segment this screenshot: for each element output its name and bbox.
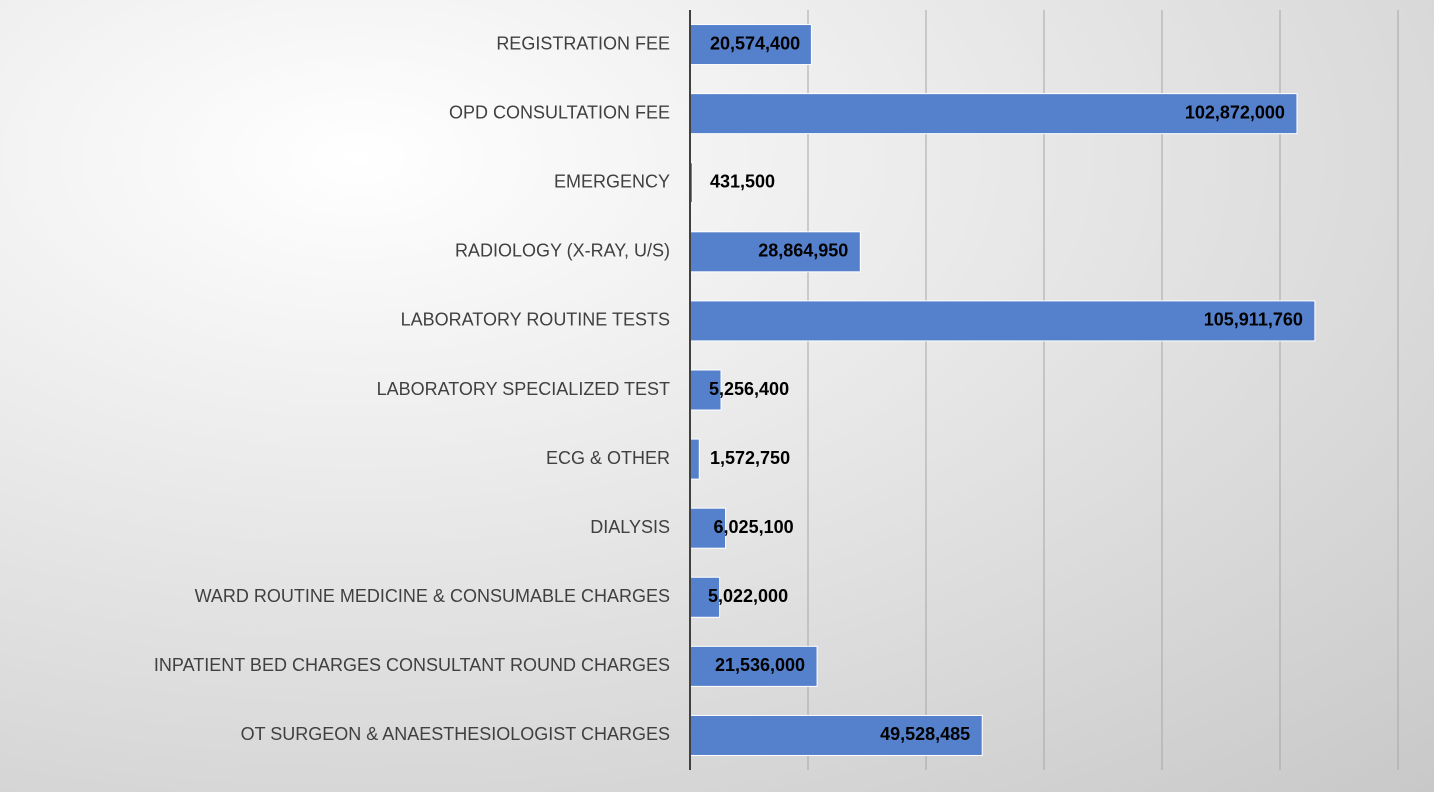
bar: [689, 645, 818, 687]
category-label: RADIOLOGY (X-RAY, U/S): [455, 241, 670, 261]
category-label: DIALYSIS: [590, 517, 670, 537]
value-label: 1,572,750: [710, 448, 790, 468]
value-label: 105,911,760: [1204, 310, 1303, 330]
value-label: 20,574,400: [710, 33, 800, 53]
category-label: EMERGENCY: [554, 171, 670, 191]
value-label: 6,025,100: [714, 517, 794, 537]
value-label: 5,022,000: [708, 586, 788, 606]
value-label: 5,256,400: [709, 379, 789, 399]
bar: [689, 438, 700, 480]
bar: [689, 507, 727, 549]
bar: [689, 231, 861, 273]
category-label: LABORATORY SPECIALIZED TEST: [377, 379, 670, 399]
bar: [689, 576, 721, 618]
category-label: LABORATORY ROUTINE TESTS: [401, 310, 670, 330]
category-label: REGISTRATION FEE: [496, 33, 670, 53]
bar: [689, 300, 1316, 342]
value-label: 102,872,000: [1185, 102, 1285, 122]
category-label: WARD ROUTINE MEDICINE & CONSUMABLE CHARG…: [195, 586, 670, 606]
value-label: 21,536,000: [715, 655, 805, 675]
value-label: 28,864,950: [758, 241, 848, 261]
category-label: OPD CONSULTATION FEE: [449, 102, 670, 122]
value-label: 431,500: [710, 171, 775, 191]
category-label: INPATIENT BED CHARGES CONSULTANT ROUND C…: [154, 655, 670, 675]
bar: [689, 24, 812, 66]
category-label: ECG & OTHER: [546, 448, 670, 468]
category-label: OT SURGEON & ANAESTHESIOLOGIST CHARGES: [241, 724, 670, 744]
value-label: 49,528,485: [880, 724, 970, 744]
bar: [689, 714, 983, 756]
bar: [689, 369, 722, 411]
bar: [689, 93, 1298, 135]
